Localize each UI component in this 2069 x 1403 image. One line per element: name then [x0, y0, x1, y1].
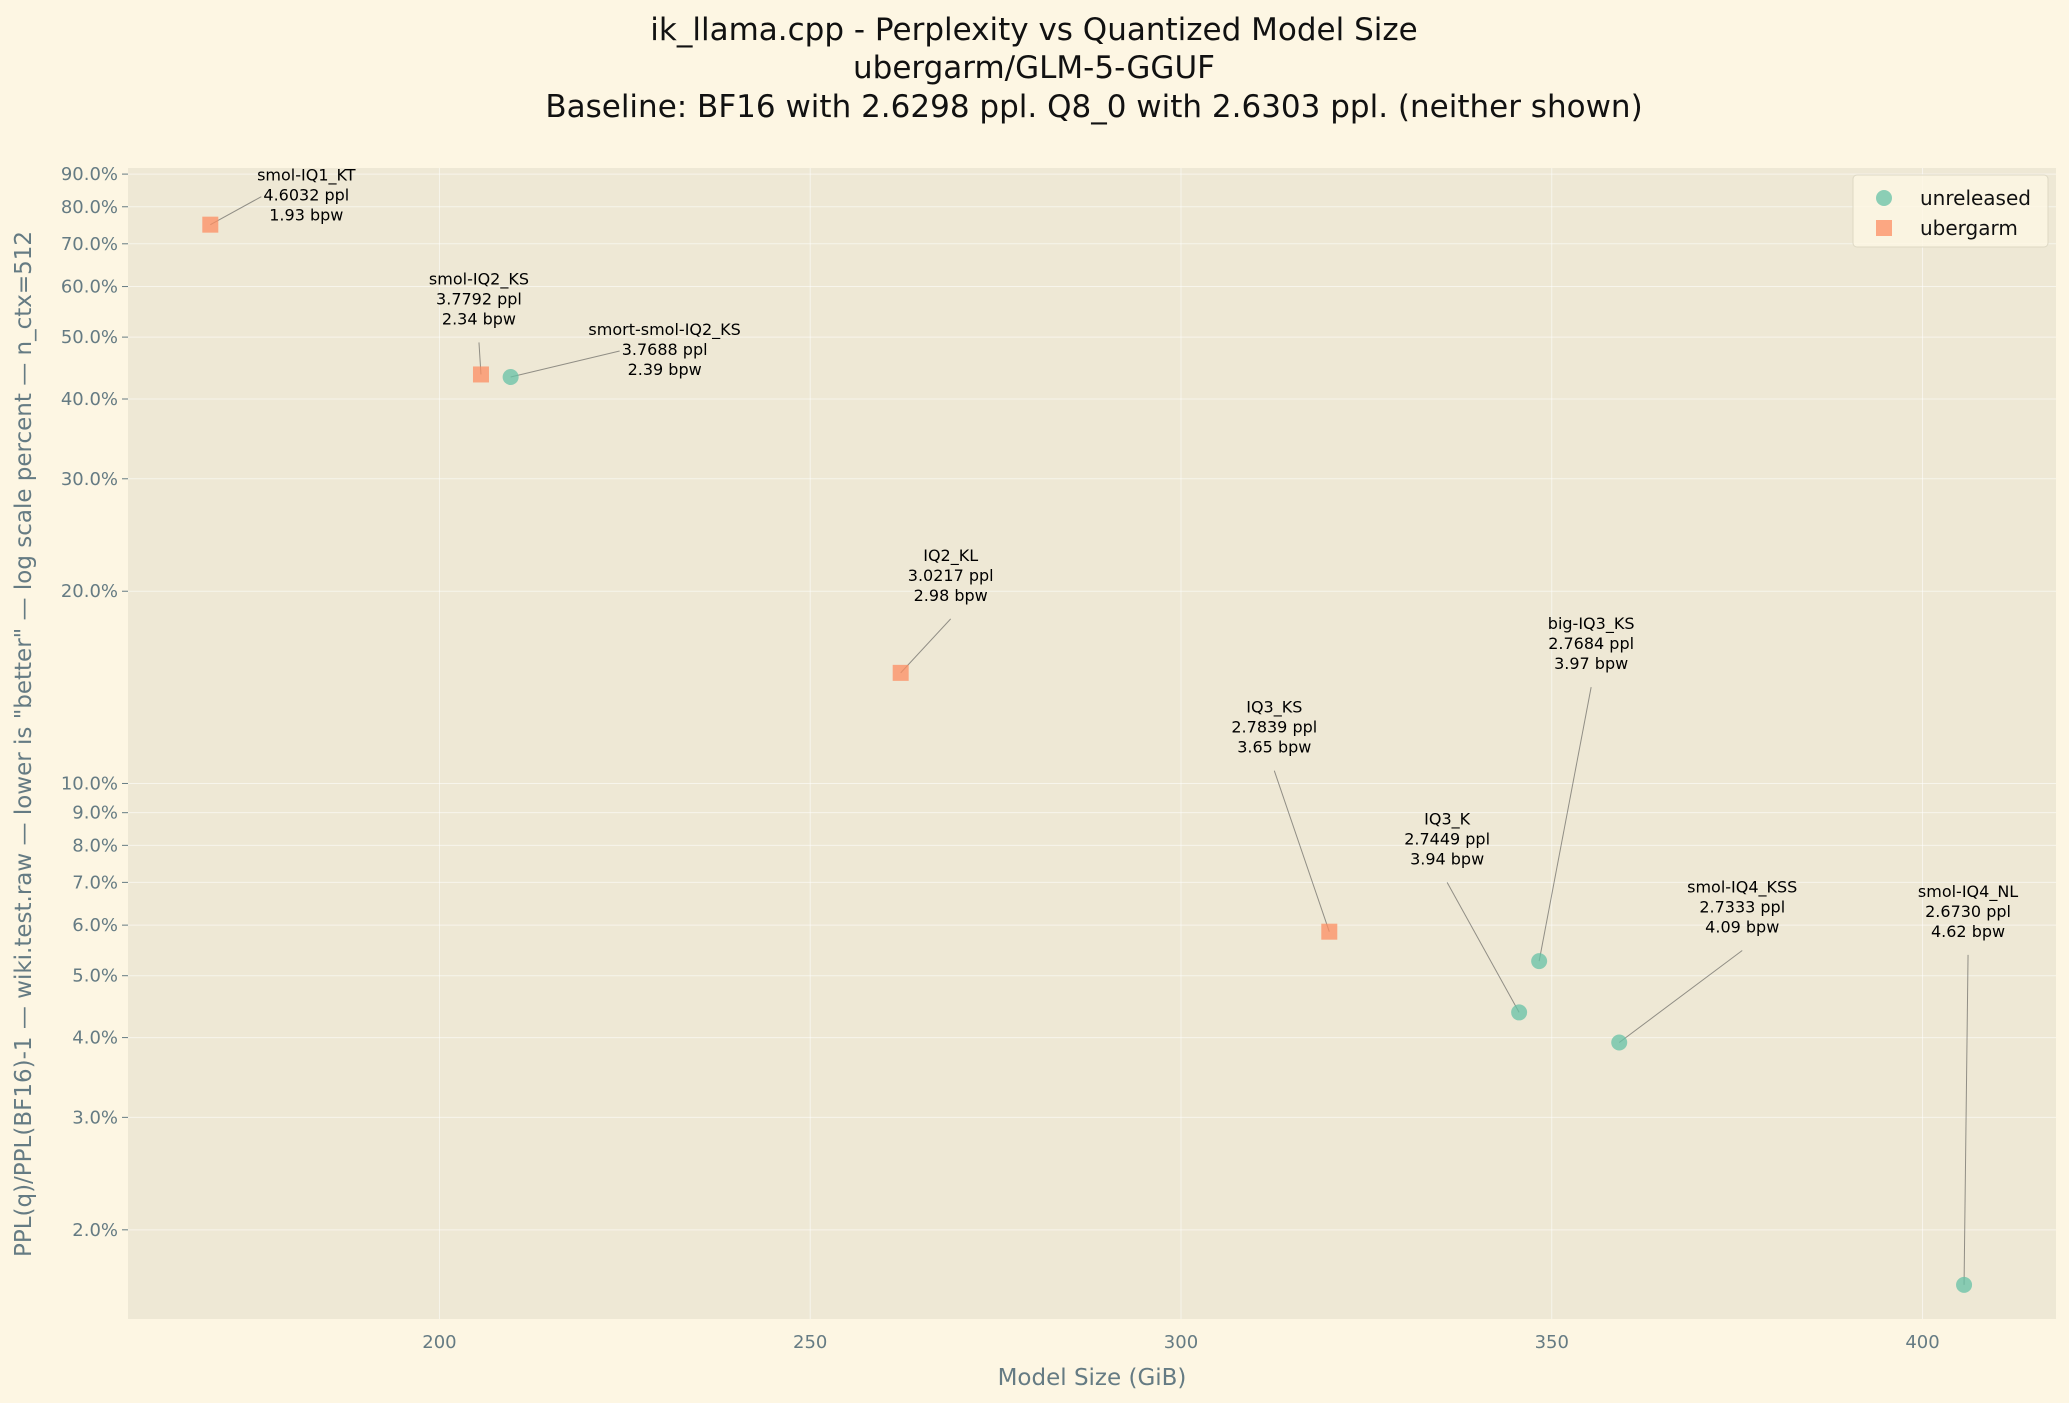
point-ubergarm: [472, 366, 489, 383]
annotation-line: 2.39 bpw: [628, 360, 702, 379]
point-ubergarm: [202, 216, 219, 233]
point-unreleased: [502, 369, 519, 386]
title-line-2: ubergarm/GLM-5-GGUF: [853, 50, 1215, 86]
x-axis-label: Model Size (GiB): [998, 1365, 1187, 1391]
annotation-line: 3.94 bpw: [1410, 849, 1484, 868]
y-tick-label: 8.0%: [72, 835, 118, 856]
y-axis-label: PPL(q)/PPL(BF16)-1 — wiki.test.raw — low…: [11, 231, 37, 1257]
plot-area: [128, 168, 2056, 1319]
title-line-1: ik_llama.cpp - Perplexity vs Quantized M…: [650, 12, 1417, 48]
y-tick-label: 6.0%: [72, 915, 118, 936]
annotation-line: 4.09 bpw: [1705, 917, 1779, 936]
annotation-label: IQ2_KL 3.0217 ppl 2.98 bpw: [908, 546, 994, 605]
annotation-line: 1.93 bpw: [269, 206, 343, 225]
x-tick-label: 250: [793, 1332, 827, 1353]
annotation-line: 3.0217 ppl: [908, 566, 994, 585]
annotation-leaders: [210, 196, 1969, 1285]
annotation-label: smort-smol-IQ2_KS 3.7688 ppl 2.39 bpw: [588, 320, 740, 379]
x-tick-label: 400: [1905, 1332, 1939, 1353]
annotation-line: 3.7792 ppl: [436, 289, 522, 308]
annotation-line: smort-smol-IQ2_KS: [588, 320, 740, 340]
annotation-label: smol-IQ4_NL 2.6730 ppl 4.62 bpw: [1918, 882, 2018, 941]
annotation-label: smol-IQ4_KSS 2.7333 ppl 4.09 bpw: [1687, 877, 1797, 936]
annotation-label: IQ3_K 2.7449 ppl 3.94 bpw: [1404, 809, 1490, 868]
y-tick-label: 20.0%: [61, 581, 118, 602]
y-tick-label: 3.0%: [72, 1107, 118, 1128]
leader-line: [900, 618, 952, 674]
annotation-label: big-IQ3_KS 2.7684 ppl 3.97 bpw: [1548, 614, 1635, 673]
leader-line: [1273, 770, 1330, 932]
annotation-line: IQ3_KS: [1246, 698, 1302, 718]
annotation-line: 2.7684 ppl: [1548, 634, 1634, 653]
annotation-label: smol-IQ1_KT 4.6032 ppl 1.93 bpw: [257, 166, 356, 225]
annotation-line: 3.65 bpw: [1237, 738, 1311, 757]
data-points: [202, 216, 1973, 1293]
annotation-line: big-IQ3_KS: [1548, 614, 1635, 634]
point-unreleased: [1511, 1004, 1528, 1021]
annotation-label: smol-IQ2_KS 3.7792 ppl 2.34 bpw: [429, 269, 529, 328]
y-tick-label: 80.0%: [61, 197, 118, 218]
annotation-label: IQ3_KS 2.7839 ppl 3.65 bpw: [1231, 698, 1317, 757]
point-ubergarm: [1321, 923, 1338, 940]
annotation-line: 2.7839 ppl: [1231, 718, 1317, 737]
leader-line: [510, 350, 620, 378]
legend: unreleased ubergarm: [1852, 174, 2049, 248]
legend-label-ubergarm: ubergarm: [1920, 216, 2018, 240]
leader-line: [1963, 954, 1969, 1285]
y-tick-label: 60.0%: [61, 277, 118, 298]
annotation-line: 2.7449 ppl: [1404, 829, 1490, 848]
legend-box: [1852, 174, 2049, 248]
legend-marker-ubergarm: [1876, 220, 1892, 236]
x-tick-label: 300: [1164, 1332, 1198, 1353]
y-tick-label: 40.0%: [61, 389, 118, 410]
leader-line: [1618, 950, 1743, 1043]
y-tick-label: 2.0%: [72, 1220, 118, 1241]
annotation-line: 3.97 bpw: [1554, 654, 1628, 673]
point-unreleased: [1956, 1276, 1973, 1293]
annotation-line: smol-IQ2_KS: [429, 269, 529, 289]
annotation-line: 3.7688 ppl: [622, 340, 708, 359]
y-tick-label: 10.0%: [61, 773, 118, 794]
y-tick-label: 50.0%: [61, 327, 118, 348]
annotation-line: 2.34 bpw: [442, 309, 516, 328]
point-unreleased: [1611, 1034, 1628, 1051]
y-tick-label: 7.0%: [72, 872, 118, 893]
annotation-line: smol-IQ4_KSS: [1687, 877, 1797, 897]
legend-marker-unreleased: [1876, 190, 1892, 206]
annotation-line: 2.7333 ppl: [1699, 897, 1785, 916]
annotation-line: smol-IQ4_NL: [1918, 882, 2018, 902]
annotations: smort-smol-IQ2_KS 3.7688 ppl 2.39 bpw IQ3_K…: [257, 166, 2018, 941]
y-tick-label: 70.0%: [61, 234, 118, 255]
y-tick-label: 4.0%: [72, 1028, 118, 1049]
leader-line: [210, 196, 262, 226]
leader-line: [1446, 882, 1520, 1013]
y-tick-label: 9.0%: [72, 803, 118, 824]
leader-line: [1538, 687, 1592, 962]
y-tick-label: 5.0%: [72, 966, 118, 987]
point-unreleased: [1531, 953, 1548, 970]
annotation-line: smol-IQ1_KT: [257, 166, 356, 186]
annotation-line: 4.62 bpw: [1931, 922, 2005, 941]
annotation-line: 4.6032 ppl: [263, 186, 349, 205]
legend-label-unreleased: unreleased: [1920, 186, 2031, 210]
x-tick-label: 200: [422, 1332, 456, 1353]
y-tick-label: 30.0%: [61, 469, 118, 490]
title-line-3: Baseline: BF16 with 2.6298 ppl. Q8_0 wit…: [545, 89, 1642, 125]
annotation-line: IQ3_K: [1424, 809, 1470, 829]
grid-lines: [128, 168, 2056, 1319]
chart-title: ik_llama.cpp - Perplexity vs Quantized M…: [545, 12, 1642, 125]
annotation-line: 2.98 bpw: [914, 586, 988, 605]
x-tick-label: 350: [1535, 1332, 1569, 1353]
point-ubergarm: [892, 664, 909, 681]
axis-ticks: 200 250 300 350 400 2.0% 3.0% 4.0% 5.0% 6.0% 7.0% 8…: [61, 164, 1940, 1353]
annotation-line: 2.6730 ppl: [1925, 902, 2011, 921]
annotation-line: IQ2_KL: [923, 546, 978, 566]
y-tick-label: 90.0%: [61, 164, 118, 185]
